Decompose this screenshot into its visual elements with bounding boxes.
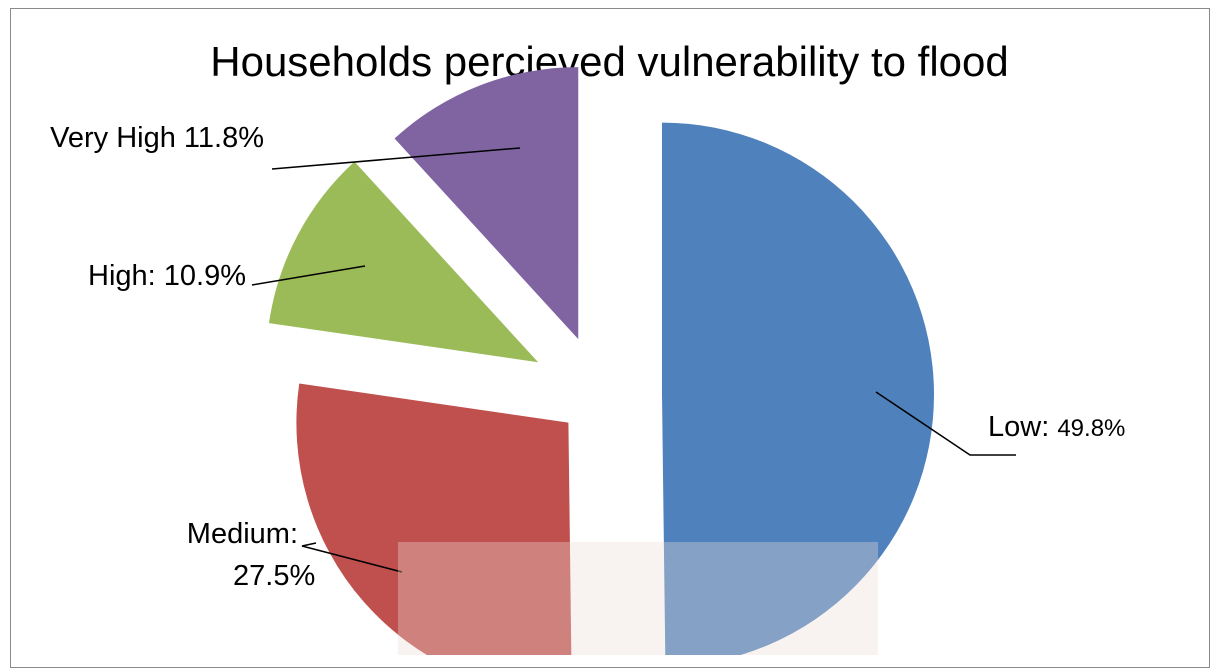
pie-slice-very-high	[394, 67, 579, 340]
leader-line-high	[251, 265, 366, 286]
data-label-high: High: 10.9%	[88, 260, 246, 292]
data-label-low: Low: 49.8%	[988, 411, 1125, 443]
chart-frame	[10, 8, 1210, 668]
leader-line-very-high	[271, 147, 521, 170]
pie-slice-high	[268, 161, 539, 363]
chart-title: Households percieved vulnerability to fl…	[210, 38, 1009, 85]
leader-line-medium	[301, 542, 403, 573]
pie-slice-low	[661, 122, 935, 655]
data-label-very-high: Very High 11.8%	[50, 122, 264, 154]
leader-line-low	[875, 391, 1016, 456]
pie-slice-medium	[296, 383, 572, 655]
data-label-medium: Medium: 27.5%	[187, 518, 315, 592]
